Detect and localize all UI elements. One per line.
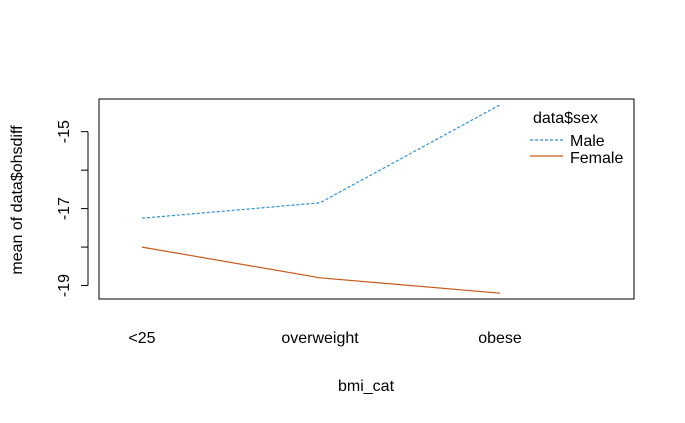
x-axis-label: bmi_cat: [338, 378, 395, 395]
y-tick-label: -19: [56, 274, 73, 297]
x-tick-label: overweight: [281, 330, 359, 347]
x-axis: <25 overweight obese: [128, 330, 521, 347]
x-tick-label: obese: [478, 330, 522, 347]
legend: data$sex Male Female: [530, 110, 623, 167]
y-tick-label: -15: [56, 120, 73, 143]
plot-box: [98, 98, 635, 300]
y-tick-label: -17: [56, 197, 73, 220]
series-line-female: [141, 246, 501, 294]
legend-title: data$sex: [533, 110, 598, 127]
x-tick-label: <25: [128, 330, 155, 347]
legend-label-female: Female: [570, 150, 623, 167]
y-axis-label: mean of data$ohsdiff: [9, 125, 26, 275]
legend-label-male: Male: [570, 133, 605, 150]
series-line-male: [141, 104, 501, 219]
y-axis: -19 -17 -15: [56, 120, 89, 297]
series-layer: [141, 104, 501, 294]
